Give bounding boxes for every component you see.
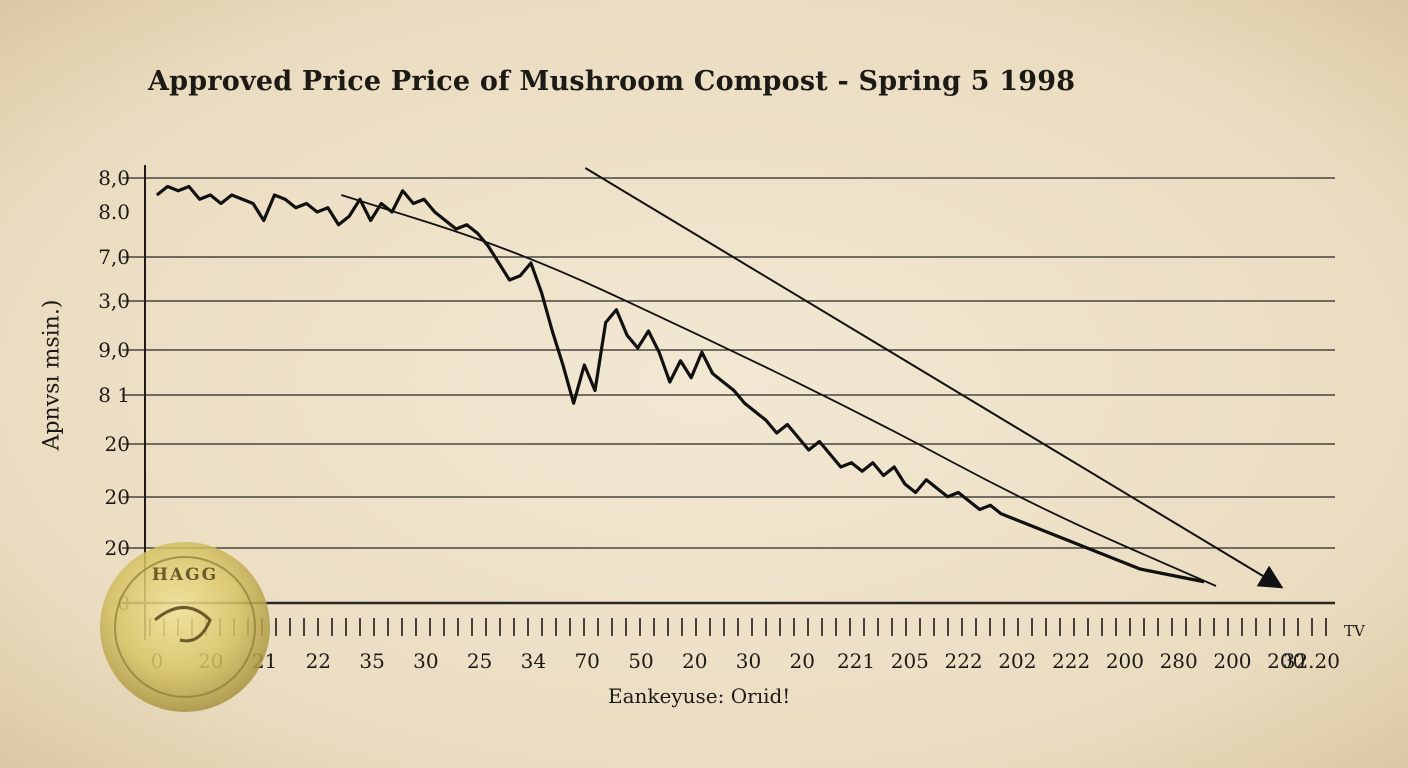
x-tick-label: 30 bbox=[413, 649, 438, 673]
y-tick-label: 20 bbox=[105, 536, 130, 560]
x-tick-label: 200 bbox=[1267, 649, 1305, 673]
y-tick-label: 8,0 bbox=[98, 166, 130, 190]
x-tick-label: 205 bbox=[891, 649, 929, 673]
y-tick-label: 20 bbox=[105, 432, 130, 456]
x-axis: 0202122353025347050203020221205222202222… bbox=[149, 618, 1340, 673]
x-tick-label: 202 bbox=[998, 649, 1036, 673]
corner-label: TV bbox=[1344, 622, 1365, 640]
x-tick-label: 22 bbox=[306, 649, 331, 673]
series-line bbox=[155, 184, 1205, 584]
x-axis-label: Eankeyuse: Orıid! bbox=[608, 684, 791, 708]
chart-title: Approved Price Price of Mushroom Compost… bbox=[148, 66, 1076, 97]
x-tick-label: 221 bbox=[837, 649, 875, 673]
x-tick-label: 20 bbox=[790, 649, 815, 673]
x-tick-label: 34 bbox=[521, 649, 546, 673]
x-tick-label: 35 bbox=[359, 649, 384, 673]
y-axis-label: Apnvsı msin.) bbox=[39, 299, 65, 451]
x-tick-label: 20 bbox=[682, 649, 707, 673]
y-tick-label: 7,0 bbox=[98, 245, 130, 269]
x-tick-label: 222 bbox=[1052, 649, 1090, 673]
x-tick-label: 200 bbox=[1213, 649, 1251, 673]
x-tick-label: 30 bbox=[736, 649, 761, 673]
x-tick-label: 222 bbox=[944, 649, 982, 673]
seal-text: HAGG bbox=[152, 565, 218, 585]
x-tick-label: 25 bbox=[467, 649, 492, 673]
y-tick-label: 9,0 bbox=[98, 338, 130, 362]
y-tick-label: 8.0 bbox=[98, 200, 130, 224]
x-tick-label: 200 bbox=[1106, 649, 1144, 673]
trend-curve bbox=[341, 194, 1217, 587]
y-tick-label: 3,0 bbox=[98, 289, 130, 313]
y-tick-label: 20 bbox=[105, 485, 130, 509]
x-tick-label: 32.20 bbox=[1283, 649, 1340, 673]
x-tick-label: 280 bbox=[1160, 649, 1198, 673]
seal-icon: HAGG bbox=[100, 542, 270, 712]
y-axis: 8,08.07,03,09,08 12020200 bbox=[98, 165, 146, 640]
x-tick-label: 70 bbox=[574, 649, 599, 673]
x-tick-label: 50 bbox=[628, 649, 653, 673]
y-tick-label: 8 1 bbox=[98, 383, 130, 407]
trend-arrow bbox=[584, 167, 1284, 589]
